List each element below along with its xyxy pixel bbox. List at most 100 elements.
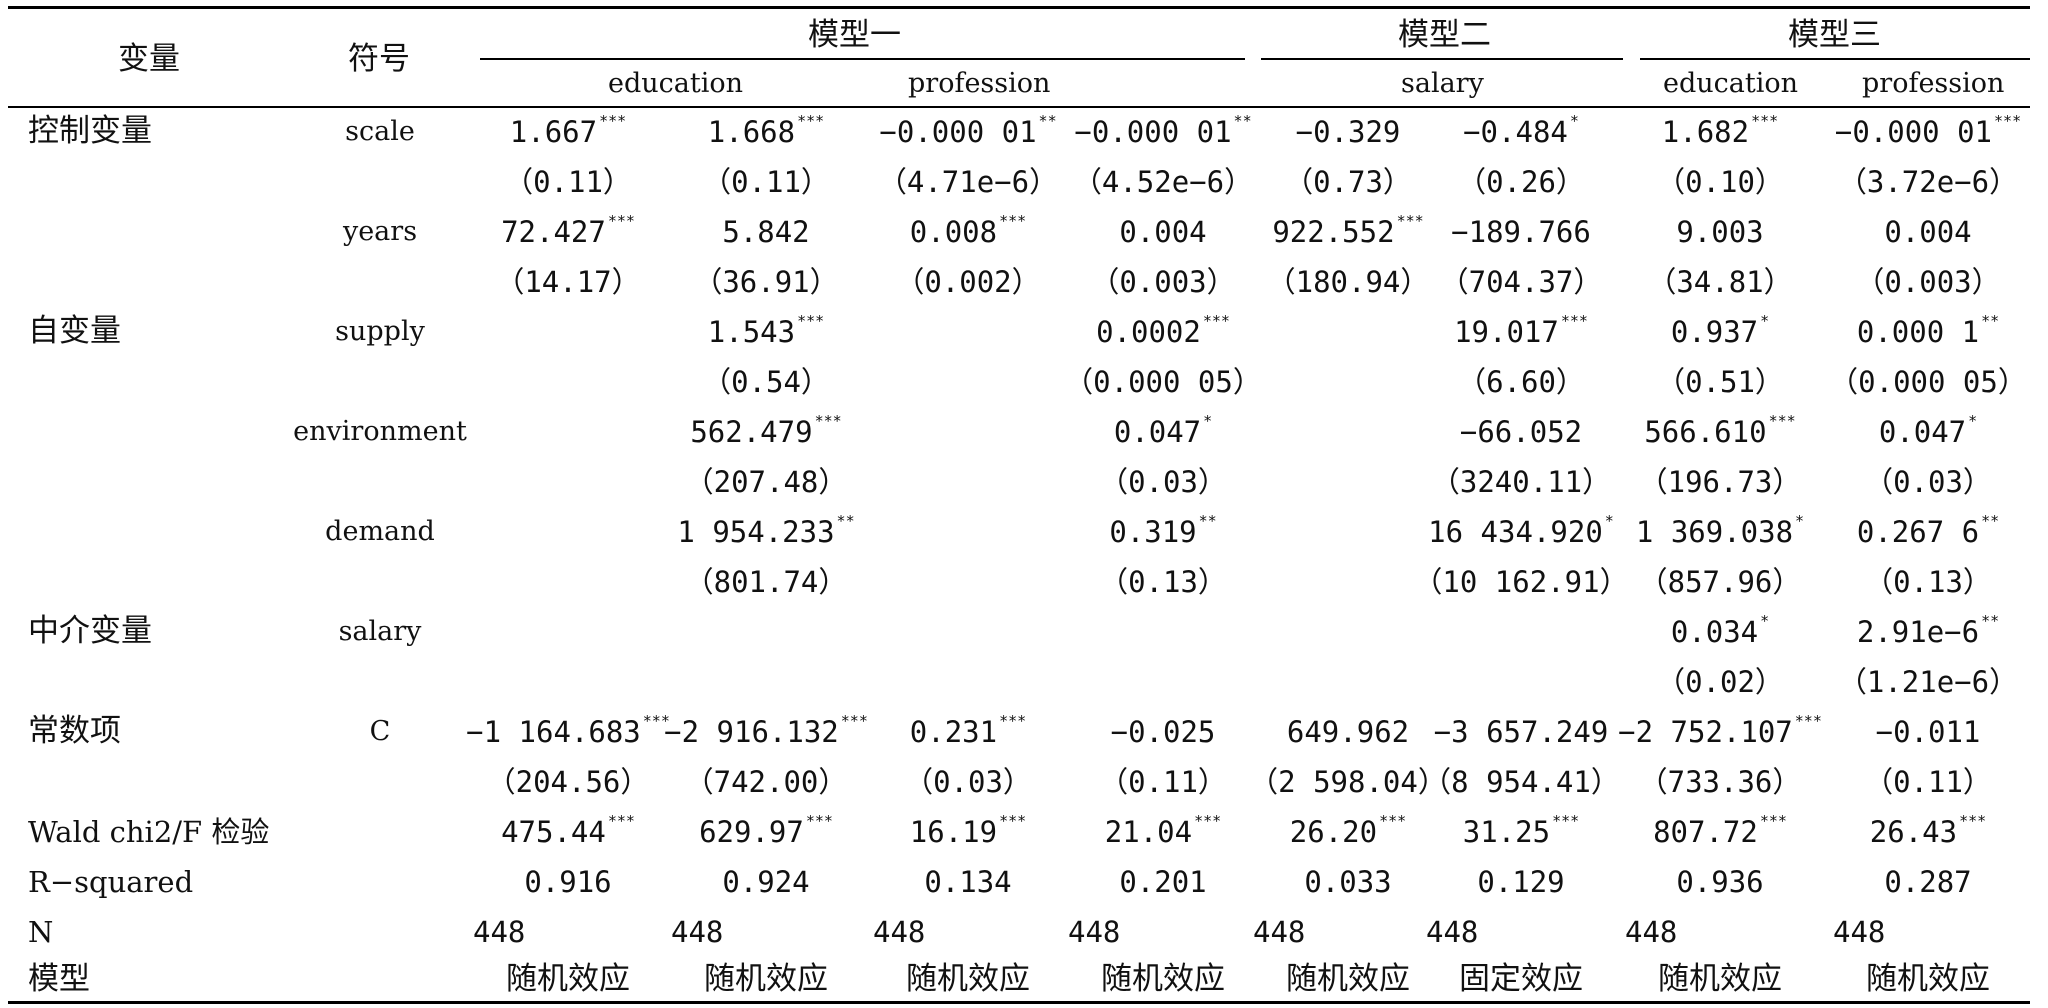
coef-cell: 566.610 *** xyxy=(1644,412,1796,449)
coef-cell: 1 369.038 * xyxy=(1635,512,1805,549)
row-label: 常数项 xyxy=(28,713,121,749)
coef-cell: −1 164.683 *** xyxy=(466,712,670,749)
stat-label: Wald chi2/F 检验 xyxy=(28,815,270,849)
stat-cell: 0.134 xyxy=(924,865,1012,899)
se-cell: （0.13） xyxy=(1864,565,1992,599)
coef-cell: 0.034 * xyxy=(1670,612,1770,649)
row-label: 自变量 xyxy=(28,313,121,349)
subheader-profession-1: profession xyxy=(908,68,1051,99)
n-cell: 448 xyxy=(1253,915,1306,949)
stat-cell: 0.936 xyxy=(1676,865,1764,899)
row-label: 控制变量 xyxy=(28,113,152,149)
group-rule-model-1 xyxy=(480,58,1245,60)
stat-cell: 16.19 *** xyxy=(909,812,1027,849)
coef-cell: −189.766 xyxy=(1451,215,1591,249)
coef-cell: 9.003 xyxy=(1676,215,1764,249)
stat-cell: 31.25 *** xyxy=(1462,812,1580,849)
se-cell: （3240.11） xyxy=(1430,465,1612,499)
n-cell: 448 xyxy=(473,915,526,949)
row-symbol: demand xyxy=(325,516,435,547)
stat-cell: 0.201 xyxy=(1119,865,1207,899)
header-model-3: 模型三 xyxy=(1788,17,1881,53)
row-symbol: years xyxy=(342,216,418,247)
header-model-2: 模型二 xyxy=(1398,17,1491,53)
coef-cell: 0.047 * xyxy=(1878,412,1978,449)
model-cell: 固定效应 xyxy=(1459,961,1583,997)
coef-cell: 562.479 *** xyxy=(690,412,842,449)
se-cell: （0.26） xyxy=(1457,165,1585,199)
coef-cell: 2.91e−6 ** xyxy=(1856,612,2000,649)
coef-cell: −0.000 01 ** xyxy=(1074,112,1252,149)
coef-cell: −0.000 01 ** xyxy=(879,112,1057,149)
coef-cell: −0.329 xyxy=(1295,115,1401,149)
se-cell: （0.11） xyxy=(1099,765,1227,799)
header-symbol: 符号 xyxy=(348,41,410,77)
coef-cell: 649.962 xyxy=(1286,715,1410,749)
se-cell: （0.000 05） xyxy=(1829,365,2027,399)
model-cell: 随机效应 xyxy=(1866,961,1990,997)
se-cell: （14.17） xyxy=(495,265,641,299)
n-cell: 448 xyxy=(1426,915,1479,949)
coef-cell: −0.011 xyxy=(1875,715,1981,749)
stat-cell: 629.97 *** xyxy=(699,812,833,849)
coef-cell: 1.543 *** xyxy=(707,312,825,349)
row-symbol: supply xyxy=(335,316,425,347)
stat-label: R−squared xyxy=(28,865,194,899)
se-cell: （0.03） xyxy=(1864,465,1992,499)
stat-cell: 0.129 xyxy=(1477,865,1565,899)
se-cell: （0.03） xyxy=(904,765,1032,799)
se-cell: （36.91） xyxy=(693,265,839,299)
se-cell: （742.00） xyxy=(684,765,848,799)
se-cell: （0.02） xyxy=(1656,665,1784,699)
coef-cell: 1 954.233 ** xyxy=(677,512,855,549)
model-cell: 随机效应 xyxy=(1286,961,1410,997)
model-cell: 随机效应 xyxy=(704,961,828,997)
se-cell: （1.21e−6） xyxy=(1837,665,2019,699)
stat-cell: 475.44 *** xyxy=(501,812,635,849)
bottom-rule xyxy=(8,1001,2030,1004)
coef-cell: 0.004 xyxy=(1884,215,1972,249)
stat-cell: 26.20 *** xyxy=(1289,812,1407,849)
coef-cell: 0.937 * xyxy=(1670,312,1770,349)
coef-cell: 1.668 *** xyxy=(707,112,825,149)
model-cell: 随机效应 xyxy=(506,961,630,997)
se-cell: （0.03） xyxy=(1099,465,1227,499)
n-cell: 448 xyxy=(1625,915,1678,949)
coef-cell: 0.319 ** xyxy=(1109,512,1217,549)
se-cell: （180.94） xyxy=(1266,265,1430,299)
se-cell: （0.003） xyxy=(1090,265,1236,299)
coef-cell: 0.008 *** xyxy=(909,212,1027,249)
coef-cell: 16 434.920 * xyxy=(1428,512,1614,549)
se-cell: （0.002） xyxy=(895,265,1041,299)
stat-cell: 26.43 *** xyxy=(1869,812,1987,849)
coef-cell: 1.667 *** xyxy=(509,112,627,149)
se-cell: （0.10） xyxy=(1656,165,1784,199)
regression-table: 变量 符号 模型一 模型二 模型三 education profession s… xyxy=(8,6,2030,1004)
se-cell: （0.13） xyxy=(1099,565,1227,599)
coef-cell: 0.231 *** xyxy=(909,712,1027,749)
coef-cell: 0.0002 *** xyxy=(1096,312,1230,349)
stat-cell: 807.72 *** xyxy=(1653,812,1787,849)
subheader-education-1: education xyxy=(608,68,743,99)
subheader-salary: salary xyxy=(1401,68,1484,99)
model-cell: 随机效应 xyxy=(1101,961,1225,997)
se-cell: （733.36） xyxy=(1638,765,1802,799)
coef-cell: 1.682 *** xyxy=(1661,112,1779,149)
row-label: 中介变量 xyxy=(28,613,152,649)
n-label: N xyxy=(28,915,54,949)
header-bottom-rule xyxy=(8,106,2030,108)
row-symbol: environment xyxy=(293,416,467,447)
se-cell: （34.81） xyxy=(1647,265,1793,299)
coef-cell: −0.484 * xyxy=(1463,112,1579,149)
header-variable: 变量 xyxy=(118,41,180,77)
se-cell: （0.11） xyxy=(702,165,830,199)
coef-cell: −2 752.107 *** xyxy=(1618,712,1822,749)
stat-cell: 21.04 *** xyxy=(1104,812,1222,849)
stat-cell: 0.287 xyxy=(1884,865,1972,899)
model-cell: 随机效应 xyxy=(906,961,1030,997)
se-cell: （0.51） xyxy=(1656,365,1784,399)
se-cell: （6.60） xyxy=(1457,365,1585,399)
se-cell: （0.003） xyxy=(1855,265,2001,299)
coef-cell: 19.017 *** xyxy=(1454,312,1588,349)
se-cell: （0.73） xyxy=(1284,165,1412,199)
